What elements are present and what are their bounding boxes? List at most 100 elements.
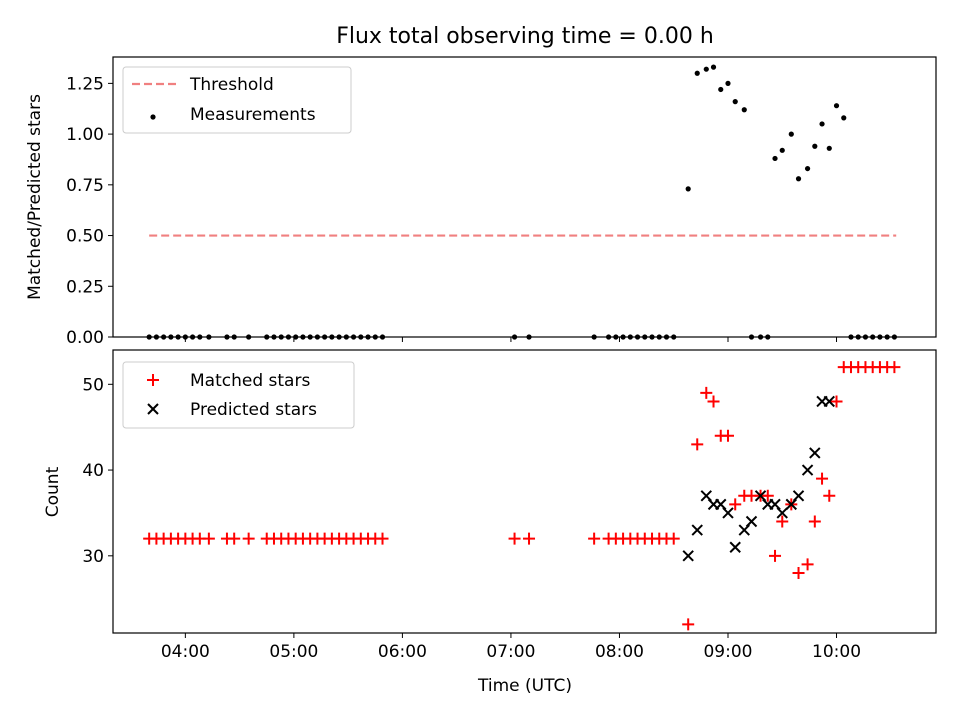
measurement-point [168, 334, 174, 340]
matched-star-marker [830, 395, 843, 408]
bottom-x-tick-label: 06:00 [378, 642, 427, 662]
measurement-point [741, 107, 747, 113]
measurement-point [779, 147, 785, 153]
measurement-point [891, 334, 897, 340]
measurement-point [146, 334, 152, 340]
top-legend: Threshold Measurements [122, 66, 352, 134]
top-marks [146, 64, 897, 340]
measurement-point [358, 334, 364, 340]
measurement-point [884, 334, 890, 340]
measurement-point [703, 66, 709, 72]
matched-star-marker [228, 532, 241, 545]
measurement-point [732, 99, 738, 105]
measurement-point [285, 334, 292, 340]
matched-star-marker [667, 532, 680, 545]
measurement-point [634, 334, 641, 340]
predicted-star-marker [776, 507, 788, 519]
top-y-tick-label: 0.50 [66, 227, 104, 247]
top-y-tick-label: 0.25 [66, 277, 104, 297]
measurement-point [788, 131, 794, 137]
predicted-star-marker [722, 507, 734, 519]
top-legend-box [122, 66, 352, 134]
legend-measurements-swatch [150, 114, 156, 120]
matched-star-marker [792, 566, 805, 579]
matched-star-marker [808, 515, 821, 528]
measurement-point [694, 70, 700, 76]
matched-star-marker [761, 489, 774, 502]
measurement-point [685, 186, 691, 192]
measurement-point [656, 334, 662, 340]
bottom-x-ticks: 04:00 05:00 06:00 07:00 08:00 09:00 10:00 [161, 633, 861, 662]
predicted-star-marker [682, 550, 694, 562]
matched-star-marker [776, 515, 789, 528]
bottom-y-tick-label: 40 [82, 461, 104, 481]
top-y-tick-label: 0.00 [66, 328, 104, 348]
measurement-point [725, 80, 731, 86]
measurement-point [189, 334, 196, 340]
measurement-point [350, 334, 357, 340]
measurement-point [293, 334, 299, 340]
bottom-x-tick-label: 05:00 [269, 642, 318, 662]
legend-matched-label: Matched stars [190, 371, 310, 391]
measurement-point [224, 334, 230, 340]
bottom-ylabel: Count [43, 466, 63, 517]
matched-star-marker [816, 472, 829, 485]
measurement-point [870, 334, 876, 340]
measurement-point [372, 334, 378, 340]
measurement-point [365, 334, 371, 340]
measurement-point [833, 103, 840, 109]
measurement-point [336, 334, 342, 340]
bottom-y-tick-label: 30 [82, 547, 104, 567]
measurement-point [182, 334, 188, 340]
matched-star-marker [523, 532, 536, 545]
measurement-point [748, 334, 755, 340]
bottom-legend: Matched stars Predicted stars [122, 361, 355, 429]
measurement-point [710, 64, 717, 70]
predicted-star-marker [691, 524, 703, 536]
measurement-point [812, 143, 818, 149]
predicted-star-marker [792, 490, 805, 502]
measurement-point [161, 334, 167, 340]
measurement-point [627, 334, 633, 340]
top-panel-frame [112, 56, 937, 338]
measurement-point [862, 334, 869, 340]
matched-star-marker [376, 532, 389, 545]
measurement-point [855, 334, 861, 340]
top-y-tick-label: 0.75 [66, 176, 104, 196]
measurement-point [765, 334, 771, 340]
matched-star-marker [202, 532, 215, 545]
measurement-point [606, 334, 612, 340]
matched-star-marker [721, 429, 734, 442]
top-y-tick-label: 1.00 [66, 125, 104, 145]
predicted-star-marker [809, 447, 821, 459]
top-y-ticks: 0.00 0.25 0.50 0.75 1.00 1.25 [66, 74, 113, 348]
legend-threshold-label: Threshold [189, 75, 274, 95]
measurement-point [197, 334, 203, 340]
predicted-star-marker [823, 395, 835, 408]
measurement-point [663, 334, 670, 340]
measurement-point [246, 334, 252, 340]
measurement-point [322, 334, 328, 340]
measurement-point [329, 334, 335, 340]
measurement-point [877, 334, 883, 340]
measurement-point [231, 334, 237, 340]
bottom-x-tick-label: 07:00 [486, 642, 535, 662]
measurement-point [718, 86, 724, 93]
predicted-star-marker [745, 515, 758, 528]
matched-star-marker [700, 386, 713, 399]
legend-measurements-label: Measurements [190, 105, 316, 125]
chart-title: Flux total observing time = 0.00 h [336, 24, 714, 49]
bottom-marks [143, 361, 901, 631]
predicted-star-marker [801, 464, 814, 476]
legend-predicted-swatch [147, 403, 159, 415]
bottom-legend-box [122, 361, 355, 429]
bottom-x-tick-label: 09:00 [703, 642, 752, 662]
legend-predicted-label: Predicted stars [190, 400, 317, 420]
top-y-tick-label: 1.25 [66, 74, 104, 94]
bottom-y-ticks: 30 40 50 [82, 375, 113, 567]
measurement-point [848, 334, 854, 340]
matched-star-marker [729, 498, 742, 511]
bottom-x-tick-label: 04:00 [161, 642, 210, 662]
measurement-point [175, 334, 181, 340]
